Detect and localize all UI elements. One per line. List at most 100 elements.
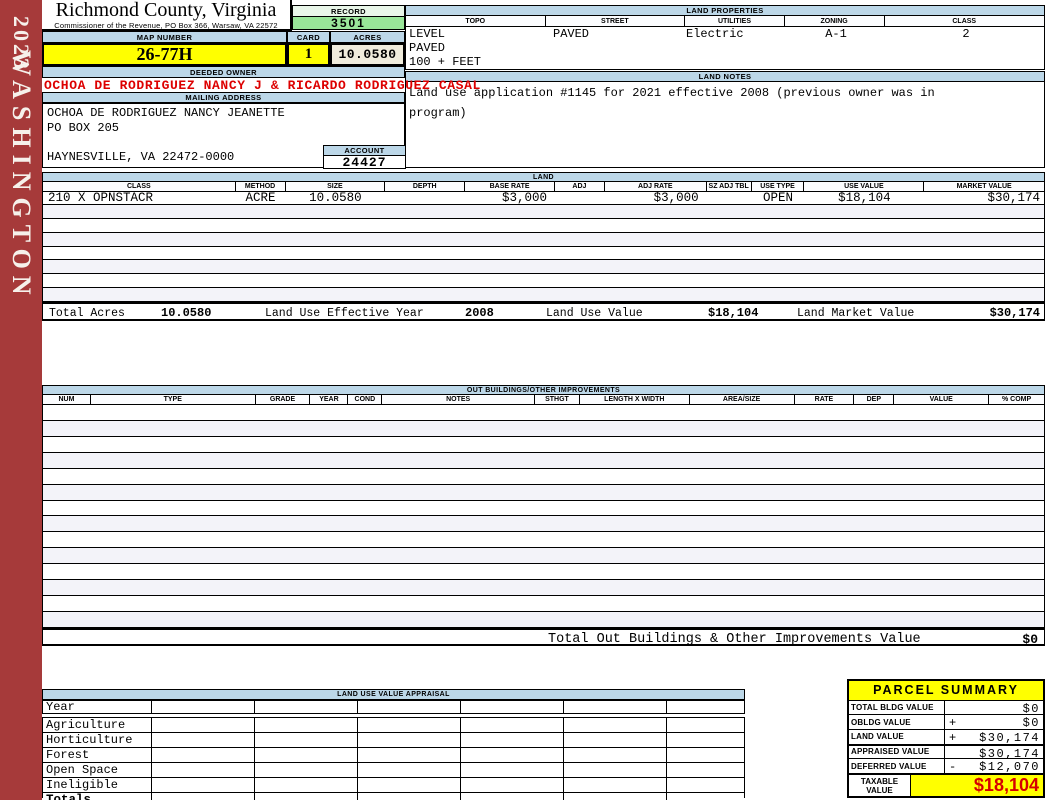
outb-col-value: VALUE (894, 395, 990, 404)
empty-row (43, 501, 1044, 517)
col-header-topo: TOPO (406, 16, 546, 26)
land-cell-size: 10.0580 (309, 192, 362, 204)
appraisal-cell (666, 763, 744, 777)
land-totals-row: Total Acres 10.0580 Land Use Effective Y… (42, 302, 1045, 321)
land-properties-columns: TOPO STREET UTILITIES ZONING CLASS (405, 16, 1045, 27)
empty-row (43, 288, 1044, 303)
empty-row (43, 405, 1044, 421)
appraisal-totals-row: Totals (43, 793, 744, 800)
county-title: Richmond County, Virginia (55, 0, 277, 21)
topo-value: LEVEL PAVED 100 + FEET (409, 27, 482, 69)
mailing-address-text: OCHOA DE RODRIGUEZ NANCY JEANETTE PO BOX… (47, 106, 285, 164)
empty-row (43, 205, 1044, 219)
land-properties-title: LAND PROPERTIES (405, 5, 1045, 16)
acres-label: ACRES (330, 31, 405, 43)
empty-row (43, 564, 1044, 581)
summary-row-land-value: LAND VALUE + $30,174 (849, 729, 1043, 745)
parcel-summary: PARCEL SUMMARY TOTAL BLDG VALUE $0 OBLDG… (847, 679, 1045, 798)
deeded-owner-label: DEEDED OWNER (42, 66, 405, 78)
summary-amount: $0 (1022, 701, 1040, 716)
outb-col-rate: RATE (795, 395, 855, 404)
empty-row (43, 516, 1044, 533)
appraisal-row: Agriculture (43, 718, 744, 733)
land-col-depth: DEPTH (385, 182, 466, 191)
effective-year-value: 2008 (465, 306, 494, 320)
land-table-title: LAND (42, 172, 1045, 182)
land-notes-box: Land use application #1145 for 2021 effe… (405, 82, 1045, 168)
land-table-columns: CLASS METHOD SIZE DEPTH BASE RATE ADJ AD… (42, 182, 1045, 192)
appraisal-cell (357, 778, 460, 792)
col-header-street: STREET (546, 16, 686, 26)
appraisal-row-label: Totals (46, 793, 92, 800)
appraisal-cell (357, 701, 460, 713)
empty-row (43, 452, 1044, 469)
tax-year-vertical: 2023 (0, 0, 42, 88)
street-value: PAVED (553, 27, 590, 41)
empty-row (43, 232, 1044, 247)
parcel-summary-title: PARCEL SUMMARY (849, 681, 1043, 701)
land-col-size: SIZE (286, 182, 386, 191)
card-value: 1 (287, 43, 330, 66)
summary-amount: $30,174 (979, 730, 1040, 745)
empty-row (43, 274, 1044, 289)
appraisal-row-label: Ineligible (46, 778, 119, 792)
land-cell-adj-rate: $3,000 (653, 192, 699, 204)
empty-row (43, 469, 1044, 485)
mailing-address-box: OCHOA DE RODRIGUEZ NANCY JEANETTE PO BOX… (42, 103, 406, 170)
col-header-utilities: UTILITIES (685, 16, 785, 26)
land-col-sz-adj-tbl: SZ ADJ TBL (707, 182, 752, 191)
col-header-class: CLASS (952, 17, 977, 25)
county-header: Richmond County, Virginia Commissioner o… (42, 0, 292, 31)
outb-col-year: YEAR (310, 395, 349, 404)
summary-label: DEFERRED VALUE (849, 759, 945, 774)
card-label: CARD (287, 31, 330, 43)
appraisal-cell (460, 793, 563, 800)
appraisal-cell (563, 748, 666, 762)
appraisal-row-label: Open Space (46, 763, 119, 777)
appraisal-cell (460, 701, 563, 713)
district-name: WASHINGTON (7, 50, 36, 302)
appraisal-cell (151, 701, 254, 713)
empty-row (43, 437, 1044, 453)
appraisal-cell (563, 718, 666, 732)
commissioner-line: Commissioner of the Revenue, PO Box 366,… (54, 21, 278, 30)
land-cell-depth (385, 192, 465, 204)
appraisal-year-row: Year (42, 700, 745, 714)
land-use-value-label: Land Use Value (546, 307, 643, 320)
appraisal-cell (151, 778, 254, 792)
empty-row (43, 532, 1044, 549)
outb-col-notes: NOTES (382, 395, 536, 404)
summary-row-appraised: APPRAISED VALUE $30,174 (849, 744, 1043, 761)
appraisal-row: Open Space (43, 763, 744, 778)
appraisal-cell (460, 733, 563, 747)
land-market-value: $30,174 (989, 306, 1040, 320)
summary-label: APPRAISED VALUE (849, 745, 945, 759)
outb-col-num: NUM (43, 395, 91, 404)
total-acres-label: Total Acres (49, 307, 125, 320)
summary-row-taxable: TAXABLE VALUE $18,104 (849, 774, 1043, 797)
land-properties-values: LEVEL PAVED 100 + FEET PAVED Electric A-… (405, 27, 1045, 70)
land-cell-sz-adj-tbl (707, 192, 752, 204)
out-buildings-columns: NUM TYPE GRADE YEAR COND NOTES STHGT LEN… (42, 395, 1045, 405)
empty-row (43, 260, 1044, 275)
land-data-row: 210 X OPNSTACR ACRE 10.0580 $3,000 $3,00… (42, 192, 1045, 205)
appraisal-cell (151, 733, 254, 747)
summary-operator: + (949, 716, 957, 731)
land-col-base-rate: BASE RATE (465, 182, 555, 191)
appraisal-cell (563, 701, 666, 713)
appraisal-cell (460, 778, 563, 792)
outb-col-sthgt: STHGT (535, 395, 580, 404)
appraisal-cell (254, 701, 357, 713)
map-number-value: 26-77H (42, 43, 287, 66)
map-number-label: MAP NUMBER (42, 31, 287, 43)
out-buildings-title: OUT BUILDINGS/OTHER IMPROVEMENTS (42, 385, 1045, 395)
land-col-use-value: USE VALUE (804, 182, 925, 191)
appraisal-cell (357, 718, 460, 732)
outb-col-area-size: AREA/SIZE (690, 395, 795, 404)
col-header-zoning: ZONING (785, 16, 885, 26)
class-value: 2 (962, 27, 970, 41)
summary-operator: - (949, 760, 957, 775)
empty-row (43, 484, 1044, 501)
land-cell-market-value: $30,174 (987, 192, 1040, 204)
outb-col-dep: DEP (854, 395, 895, 404)
